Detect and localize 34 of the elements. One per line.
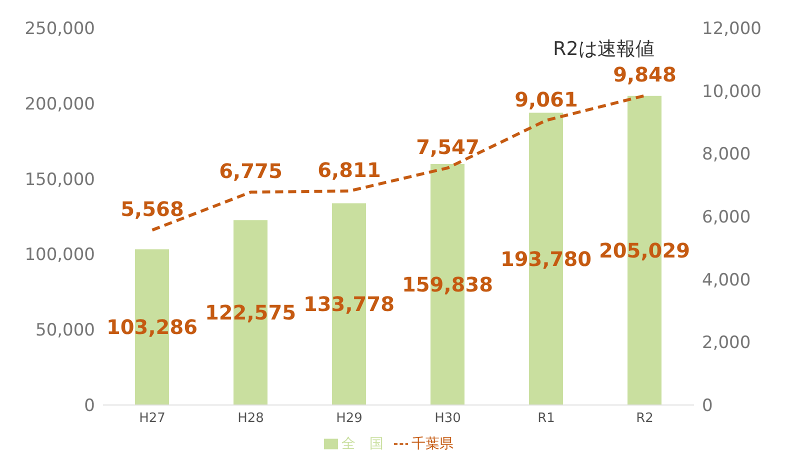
y-tick-label: 50,000 [36,320,95,341]
y-tick-label: 250,000 [24,19,95,40]
y2-tick-label: 6,000 [702,208,751,228]
data-label: 6,811 [318,158,381,182]
data-label: 7,547 [416,134,480,159]
data-label: 6,775 [219,159,282,184]
data-label: 122,575 [204,300,296,325]
data-label: 205,029 [598,238,690,263]
x-tick-label: R1 [538,411,555,426]
x-tick-label: H30 [434,411,461,426]
x-tick-label: H29 [336,411,362,426]
data-label: 5,568 [120,197,184,222]
y-tick-label: 0 [84,396,95,416]
y2-tick-label: 12,000 [702,19,762,40]
y2-tick-label: 2,000 [702,333,751,354]
y2-tick-label: 10,000 [702,82,762,102]
data-label: 9,061 [514,87,578,112]
annotation: R2は速報値 [553,37,654,62]
data-label: 133,778 [303,292,395,316]
y-tick-label: 150,000 [24,170,95,190]
data-label: 9,848 [613,62,676,87]
y2-tick-label: 4,000 [702,270,751,290]
x-tick-label: H28 [238,411,264,426]
data-label: 159,838 [402,272,494,297]
y-tick-label: 200,000 [24,94,95,114]
data-label: 193,780 [500,246,592,271]
legend-label: 全 国 [342,436,384,452]
x-tick-label: R2 [636,411,654,426]
data-label: 103,286 [106,315,198,340]
x-tick-label: H27 [139,411,166,426]
y2-tick-label: 0 [702,396,713,416]
y-tick-label: 100,000 [24,245,95,266]
legend-label: 千葉県 [412,436,454,452]
y2-tick-label: 8,000 [702,144,751,165]
